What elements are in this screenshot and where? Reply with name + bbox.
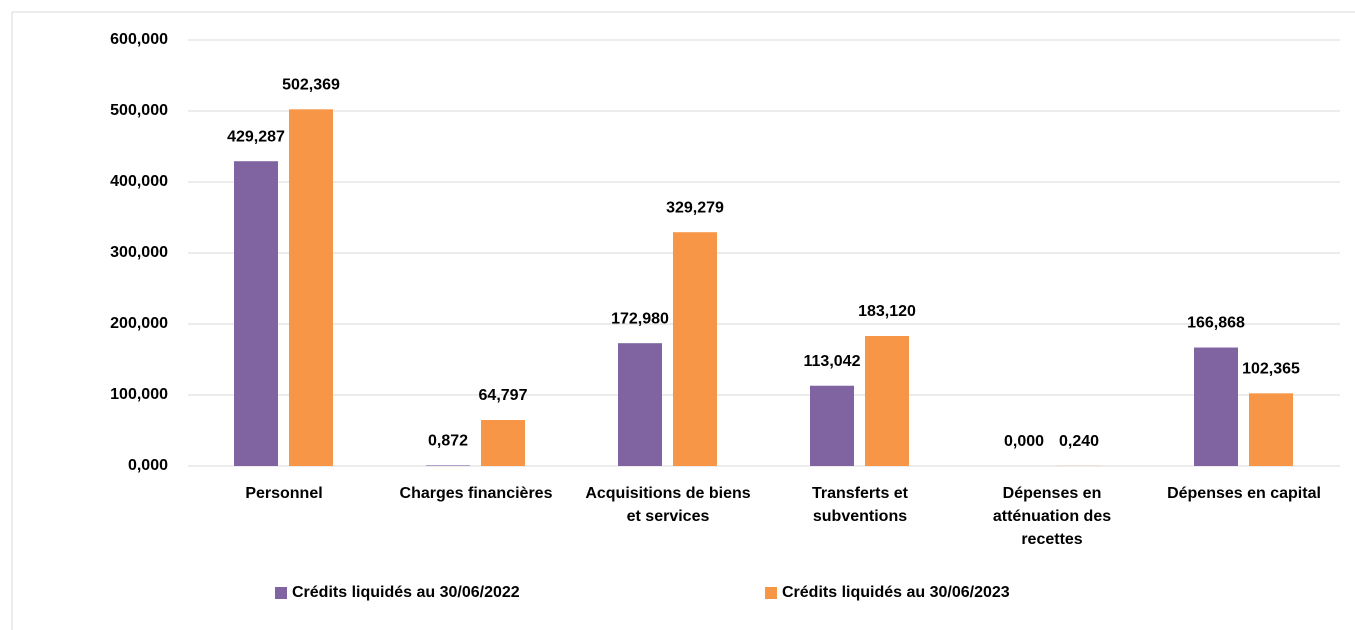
bar <box>673 232 717 466</box>
data-label: 166,868 <box>1187 315 1245 332</box>
legend-swatch <box>275 587 287 599</box>
legend-swatch <box>765 587 777 599</box>
x-tick-label: Dépenses en atténuation des recettes <box>992 485 1112 548</box>
data-label: 0,000 <box>1004 433 1044 450</box>
bar <box>810 385 854 466</box>
x-tick-label: Charges financières <box>399 485 553 502</box>
bar <box>426 465 470 466</box>
bar <box>1249 393 1293 466</box>
x-tick-label: Acquisitions de biens et services <box>585 485 751 525</box>
data-label: 183,120 <box>858 303 916 320</box>
data-label: 172,980 <box>611 310 669 327</box>
y-tick-label: 600,000 <box>110 31 168 48</box>
data-label: 0,240 <box>1059 433 1099 450</box>
x-tick-label: Transferts et subventions <box>811 485 909 525</box>
legend-label: Crédits liquidés au 30/06/2023 <box>782 584 1010 601</box>
bar <box>234 161 278 466</box>
y-tick-label: 400,000 <box>110 173 168 190</box>
data-label: 329,279 <box>666 199 724 216</box>
bar <box>618 343 662 466</box>
y-tick-label: 300,000 <box>110 244 168 261</box>
y-tick-label: 500,000 <box>110 102 168 119</box>
y-tick-label: 0,000 <box>128 457 168 474</box>
data-label: 102,365 <box>1242 361 1300 378</box>
data-label: 113,042 <box>804 353 861 370</box>
data-label: 64,797 <box>479 387 528 404</box>
bar <box>1194 347 1238 466</box>
x-tick-label: Dépenses en capital <box>1167 485 1321 502</box>
y-tick-label: 200,000 <box>110 315 168 332</box>
chart-frame <box>11 11 1355 630</box>
data-label: 502,369 <box>282 77 340 94</box>
x-tick-label: Personnel <box>245 485 323 502</box>
bar <box>481 419 525 466</box>
bar <box>289 109 333 467</box>
data-label: 429,287 <box>227 128 285 145</box>
legend-label: Crédits liquidés au 30/06/2022 <box>292 584 520 601</box>
bar <box>865 335 909 466</box>
data-label: 0,872 <box>428 433 468 450</box>
y-tick-label: 100,000 <box>110 386 168 403</box>
